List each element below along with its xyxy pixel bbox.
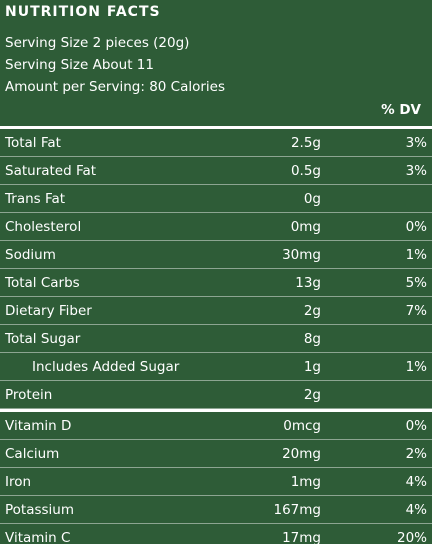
- nutrient-row: Trans Fat 0g: [0, 185, 432, 213]
- nutrient-label: Saturated Fat: [5, 163, 97, 179]
- nutrient-label: Total Carbs: [5, 275, 80, 291]
- section-rule: [0, 409, 432, 412]
- nutrient-amount: 0mcg: [283, 418, 321, 434]
- nutrient-dv: 4%: [405, 474, 427, 490]
- nutrient-amount: 20mg: [282, 446, 321, 462]
- nutrient-label: Vitamin C: [5, 530, 71, 544]
- nutrient-label: Includes Added Sugar: [32, 359, 180, 375]
- nutrient-row: Vitamin D 0mcg 0%: [0, 412, 432, 440]
- nutrient-label: Vitamin D: [5, 418, 72, 434]
- nutrient-row: Total Carbs 13g 5%: [0, 269, 432, 297]
- nutrient-row: Iron 1mg 4%: [0, 468, 432, 496]
- nutrient-label: Iron: [5, 474, 32, 490]
- nutrient-amount: 17mg: [282, 530, 321, 544]
- nutrient-row: Saturated Fat 0.5g 3%: [0, 157, 432, 185]
- nutrient-amount: 0g: [303, 191, 321, 207]
- nutrient-amount: 30mg: [282, 247, 321, 263]
- nutrient-amount: 13g: [295, 275, 321, 291]
- nutrient-amount: 2.5g: [290, 135, 321, 151]
- nutrient-amount: 0mg: [290, 219, 321, 235]
- nutrient-row: Cholesterol 0mg 0%: [0, 213, 432, 241]
- nutrient-dv: 3%: [405, 135, 427, 151]
- nutrient-row: Vitamin C 17mg 20%: [0, 524, 432, 544]
- nutrient-row: Total Fat 2.5g 3%: [0, 129, 432, 157]
- nutrient-row: Potassium 167mg 4%: [0, 496, 432, 524]
- nutrient-label: Dietary Fiber: [5, 303, 92, 319]
- nutrient-dv: 5%: [405, 275, 427, 291]
- title: NUTRITION FACTS: [5, 4, 161, 20]
- nutrient-label: Total Sugar: [5, 331, 81, 347]
- serving-line: Serving Size About 11: [5, 57, 154, 73]
- nutrient-label: Calcium: [5, 446, 60, 462]
- serving-line: Serving Size 2 pieces (20g): [5, 35, 190, 51]
- nutrient-dv: 3%: [405, 163, 427, 179]
- nutrient-dv: 2%: [405, 446, 427, 462]
- nutrient-label: Total Fat: [5, 135, 61, 151]
- nutrient-row: Protein 2g: [0, 381, 432, 409]
- nutrient-amount: 0.5g: [290, 163, 321, 179]
- nutrient-label: Sodium: [5, 247, 56, 263]
- nutrient-dv: 1%: [405, 359, 427, 375]
- nutrient-dv: 0%: [405, 418, 427, 434]
- nutrient-label: Trans Fat: [5, 191, 66, 207]
- nutrient-dv: 20%: [396, 530, 427, 544]
- nutrient-dv: 4%: [405, 502, 427, 518]
- nutrient-row: Dietary Fiber 2g 7%: [0, 297, 432, 325]
- nutrient-amount: 8g: [303, 331, 321, 347]
- nutrient-amount: 2g: [303, 387, 321, 403]
- nutrient-row: Calcium 20mg 2%: [0, 440, 432, 468]
- section-rule: [0, 126, 432, 129]
- nutrient-row: Sodium 30mg 1%: [0, 241, 432, 269]
- nutrient-amount: 1mg: [290, 474, 321, 490]
- nutrient-row: Total Sugar 8g: [0, 325, 432, 353]
- nutrient-label: Cholesterol: [5, 219, 82, 235]
- nutrient-amount: 167mg: [273, 502, 322, 518]
- nutrient-dv: 1%: [405, 247, 427, 263]
- nutrient-amount: 1g: [303, 359, 321, 375]
- nutrient-label: Potassium: [5, 502, 75, 518]
- nutrient-dv: 7%: [405, 303, 427, 319]
- nutrient-label: Protein: [5, 387, 53, 403]
- dv-header: % DV: [381, 102, 421, 118]
- serving-line: Amount per Serving: 80 Calories: [5, 79, 226, 95]
- nutrient-amount: 2g: [303, 303, 321, 319]
- nutrient-dv: 0%: [405, 219, 427, 235]
- nutrient-row: Includes Added Sugar 1g 1%: [0, 353, 432, 381]
